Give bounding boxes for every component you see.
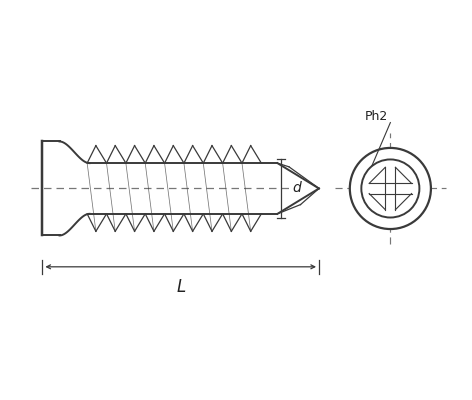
Text: Ph2: Ph2 — [365, 110, 388, 122]
Circle shape — [362, 160, 420, 218]
Text: d: d — [293, 182, 302, 196]
Text: L: L — [176, 278, 185, 296]
Circle shape — [350, 148, 431, 229]
